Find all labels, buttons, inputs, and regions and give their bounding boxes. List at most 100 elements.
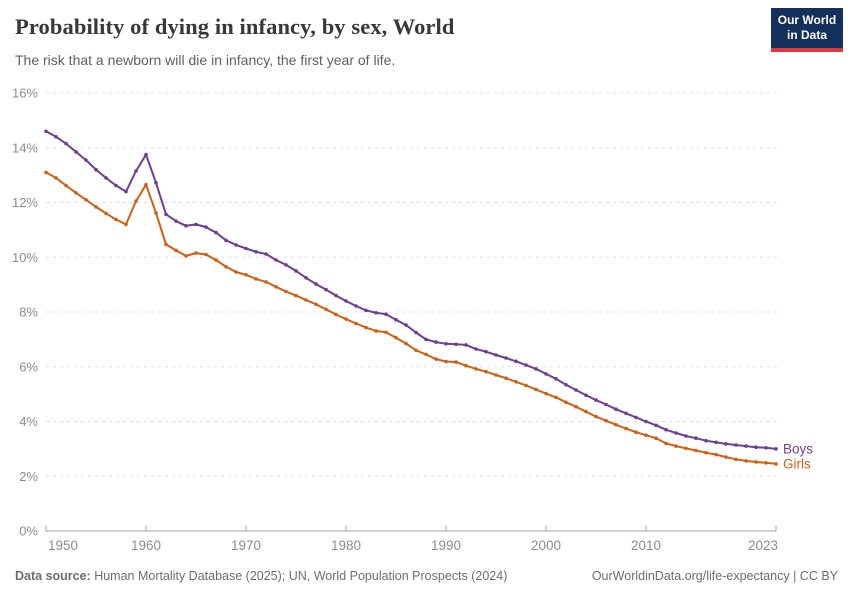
girls-point[interactable] bbox=[524, 383, 528, 388]
boys-point[interactable] bbox=[634, 415, 638, 420]
girls-point[interactable] bbox=[254, 277, 258, 281]
boys-point[interactable] bbox=[264, 252, 268, 256]
boys-point[interactable] bbox=[184, 224, 188, 228]
boys-point[interactable] bbox=[324, 287, 328, 292]
girls-point[interactable] bbox=[734, 457, 738, 462]
boys-point[interactable] bbox=[534, 367, 538, 371]
girls-point[interactable] bbox=[614, 423, 618, 427]
girls-point[interactable] bbox=[744, 459, 748, 463]
girls-point[interactable] bbox=[354, 321, 358, 326]
boys-point[interactable] bbox=[664, 427, 668, 432]
girls-point[interactable] bbox=[44, 170, 48, 175]
series-label-boys[interactable]: Boys bbox=[783, 441, 813, 456]
girls-point[interactable] bbox=[674, 444, 678, 448]
boys-point[interactable] bbox=[84, 158, 88, 162]
girls-point[interactable] bbox=[144, 182, 148, 187]
girls-point[interactable] bbox=[414, 348, 418, 353]
girls-point[interactable] bbox=[304, 298, 308, 302]
girls-point[interactable] bbox=[364, 325, 368, 330]
boys-point[interactable] bbox=[204, 225, 208, 229]
girls-point[interactable] bbox=[634, 430, 638, 435]
girls-point[interactable] bbox=[214, 258, 218, 262]
girls-point[interactable] bbox=[284, 289, 288, 294]
boys-point[interactable] bbox=[104, 176, 108, 180]
boys-point[interactable] bbox=[64, 141, 68, 146]
boys-point[interactable] bbox=[354, 304, 358, 308]
citation-link[interactable]: OurWorldinData.org/life-expectancy | CC … bbox=[591, 569, 838, 583]
boys-point[interactable] bbox=[114, 183, 118, 188]
boys-point[interactable] bbox=[524, 363, 528, 367]
girls-point[interactable] bbox=[704, 450, 708, 455]
girls-point[interactable] bbox=[204, 252, 208, 257]
boys-point[interactable] bbox=[704, 438, 708, 443]
boys-point[interactable] bbox=[394, 317, 398, 322]
girls-point[interactable] bbox=[194, 251, 198, 255]
girls-point[interactable] bbox=[464, 363, 468, 368]
boys-point[interactable] bbox=[504, 356, 508, 360]
boys-point[interactable] bbox=[514, 359, 518, 364]
boys-point[interactable] bbox=[574, 388, 578, 392]
girls-point[interactable] bbox=[344, 317, 348, 321]
boys-point[interactable] bbox=[644, 419, 648, 424]
boys-point[interactable] bbox=[494, 353, 498, 357]
boys-point[interactable] bbox=[284, 263, 288, 267]
girls-point[interactable] bbox=[294, 293, 298, 298]
girls-point[interactable] bbox=[644, 433, 648, 438]
boys-point[interactable] bbox=[274, 258, 278, 262]
boys-point[interactable] bbox=[454, 342, 458, 347]
girls-point[interactable] bbox=[424, 352, 428, 357]
boys-point[interactable] bbox=[444, 342, 448, 346]
girls-point[interactable] bbox=[554, 395, 558, 400]
boys-point[interactable] bbox=[144, 152, 148, 157]
boys-point[interactable] bbox=[764, 446, 768, 450]
boys-point[interactable] bbox=[134, 169, 138, 173]
boys-point[interactable] bbox=[414, 330, 418, 335]
girls-point[interactable] bbox=[74, 191, 78, 195]
boys-point[interactable] bbox=[164, 212, 168, 217]
girls-point[interactable] bbox=[324, 307, 328, 312]
boys-point[interactable] bbox=[174, 219, 178, 223]
girls-point[interactable] bbox=[454, 360, 458, 364]
girls-line[interactable] bbox=[45, 171, 777, 465]
girls-point[interactable] bbox=[764, 461, 768, 465]
girls-point[interactable] bbox=[724, 455, 728, 459]
boys-point[interactable] bbox=[94, 167, 98, 172]
series-label-girls[interactable]: Girls bbox=[783, 456, 811, 471]
boys-point[interactable] bbox=[604, 402, 608, 407]
boys-point[interactable] bbox=[154, 181, 158, 185]
boys-point[interactable] bbox=[484, 349, 488, 354]
girls-point[interactable] bbox=[564, 400, 568, 405]
boys-point[interactable] bbox=[214, 230, 218, 235]
boys-point[interactable] bbox=[254, 250, 258, 254]
boys-point[interactable] bbox=[774, 447, 778, 451]
boys-point[interactable] bbox=[594, 398, 598, 402]
girls-point[interactable] bbox=[164, 242, 168, 247]
boys-point[interactable] bbox=[424, 337, 428, 342]
girls-point[interactable] bbox=[174, 248, 178, 253]
boys-point[interactable] bbox=[294, 269, 298, 273]
girls-point[interactable] bbox=[514, 380, 518, 384]
boys-point[interactable] bbox=[124, 189, 128, 194]
girls-point[interactable] bbox=[624, 426, 628, 431]
boys-point[interactable] bbox=[614, 407, 618, 412]
girls-point[interactable] bbox=[104, 211, 108, 216]
girls-point[interactable] bbox=[434, 357, 438, 361]
girls-point[interactable] bbox=[234, 270, 238, 274]
boys-point[interactable] bbox=[654, 423, 658, 428]
owid-logo[interactable]: Our World in Data bbox=[771, 8, 843, 52]
boys-point[interactable] bbox=[44, 129, 48, 134]
girls-point[interactable] bbox=[604, 418, 608, 423]
girls-point[interactable] bbox=[134, 199, 138, 203]
girls-point[interactable] bbox=[684, 446, 688, 451]
boys-point[interactable] bbox=[714, 440, 718, 445]
boys-point[interactable] bbox=[344, 299, 348, 303]
girls-point[interactable] bbox=[64, 183, 68, 188]
girls-point[interactable] bbox=[264, 280, 268, 284]
girls-point[interactable] bbox=[384, 330, 388, 335]
boys-point[interactable] bbox=[74, 150, 78, 154]
girls-point[interactable] bbox=[774, 462, 778, 466]
girls-point[interactable] bbox=[544, 391, 548, 396]
boys-point[interactable] bbox=[554, 377, 558, 381]
girls-point[interactable] bbox=[224, 265, 228, 269]
boys-point[interactable] bbox=[54, 135, 58, 139]
